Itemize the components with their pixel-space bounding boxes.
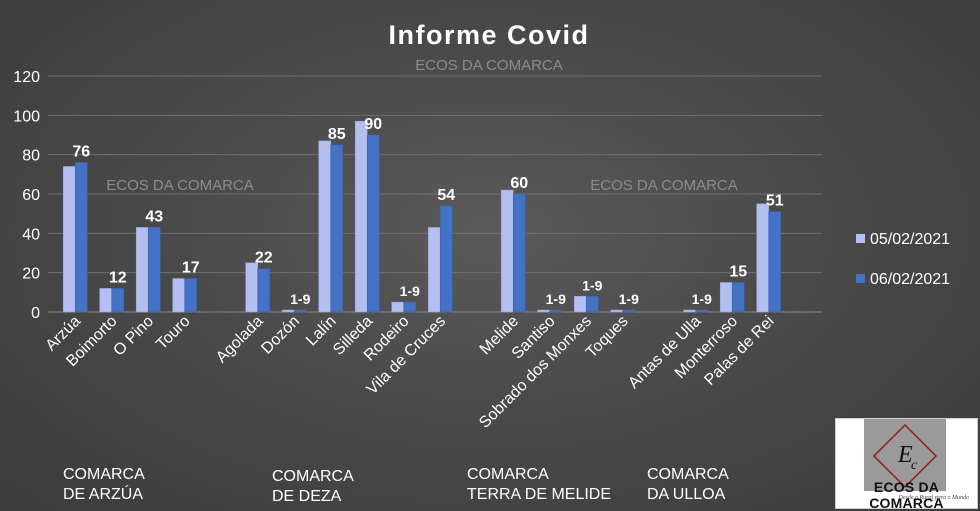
y-tick-label: 0	[31, 305, 40, 322]
data-label: 76	[72, 144, 90, 161]
bar-series1	[756, 203, 770, 313]
group-label-melide: COMARCA TERRA DE MELIDE	[467, 466, 612, 503]
data-label: 1-9	[546, 291, 566, 307]
bar-series2	[74, 162, 88, 313]
group-label-ulloa: COMARCA DA ULLOA	[647, 466, 729, 503]
logo-mark: E c	[864, 419, 946, 491]
data-label: 1-9	[290, 291, 310, 307]
bar-series2	[330, 144, 344, 313]
bars	[62, 120, 782, 313]
bar-series2	[439, 205, 453, 313]
data-label: 17	[182, 260, 200, 277]
watermark-text: ECOS DA COMARCA	[590, 177, 738, 194]
bar-series2	[257, 268, 271, 313]
data-label: 12	[109, 269, 127, 286]
data-label: 60	[510, 175, 528, 192]
logo-ec-monogram-icon: E c	[872, 423, 938, 489]
x-tick-label: O Pino	[110, 313, 157, 360]
bar-series1	[318, 140, 332, 313]
bar-series1	[719, 282, 733, 313]
bar-series1	[172, 278, 186, 313]
data-label: 15	[729, 264, 747, 281]
legend: 05/02/2021 06/02/2021	[856, 231, 950, 288]
watermark-text: ECOS DA COMARCA	[415, 57, 563, 74]
y-tick-label: 100	[13, 108, 40, 125]
x-tick-label: Toques	[583, 313, 632, 362]
data-label: 1-9	[400, 283, 420, 299]
y-tick-label: 40	[22, 226, 40, 243]
bar-series2	[695, 309, 709, 313]
watermark-text: ECOS DA COMARCA	[106, 177, 254, 194]
bar-series2	[731, 282, 745, 313]
bar-series2	[549, 309, 563, 313]
legend-label: 05/02/2021	[870, 231, 950, 248]
bar-series2	[111, 288, 125, 313]
data-label: 1-9	[619, 291, 639, 307]
group-label-arzua: COMARCA DE ARZÚA	[63, 466, 145, 503]
bar-series1	[391, 301, 405, 313]
svg-text:c: c	[911, 458, 918, 473]
data-label: 1-9	[582, 277, 602, 293]
y-tick-label: 80	[22, 148, 40, 165]
bar-series2	[622, 309, 636, 313]
bar-series2	[366, 134, 380, 313]
bar-series1	[500, 189, 514, 313]
bar-series2	[184, 278, 198, 313]
y-tick-label: 120	[13, 69, 40, 86]
bar-series1	[610, 309, 624, 313]
bar-series1	[99, 288, 113, 313]
bar-series2	[293, 309, 307, 313]
x-tick-label: Touro	[153, 313, 193, 353]
data-label: 85	[328, 126, 346, 143]
bar-series1	[281, 309, 295, 313]
ecos-da-comarca-logo: E c ECOS DA COMARCA Desde o Rural para o…	[835, 418, 978, 509]
chart-title: Informe Covid	[388, 20, 589, 50]
data-label: 1-9	[692, 291, 712, 307]
y-tick-label: 20	[22, 266, 40, 283]
legend-swatch	[856, 234, 865, 243]
bar-series2	[147, 227, 161, 313]
bar-series1	[354, 120, 368, 313]
data-label: 90	[364, 116, 382, 133]
data-label: 51	[766, 193, 784, 210]
bar-series1	[62, 166, 76, 313]
data-label: 54	[437, 187, 455, 204]
data-labels: 76 12 43 17 22 1-9 85 90 1-9 54 60 1-9 1-9 1-9 1-9 15 51	[72, 116, 783, 307]
bar-series1	[245, 262, 259, 313]
y-axis: 0 20 40 60 80 100 120	[13, 69, 40, 322]
bar-series2	[403, 301, 417, 313]
bar-series1	[573, 295, 587, 313]
bar-series1	[427, 227, 441, 313]
x-tick-label: Dozón	[258, 313, 303, 358]
watermark-layer: ECOS DA COMARCA ECOS DA COMARCA ECOS DA CO…	[106, 57, 738, 194]
group-label-deza: COMARCA DE DEZA	[272, 468, 354, 505]
bar-series1	[683, 309, 697, 313]
legend-label: 06/02/2021	[870, 271, 950, 288]
logo-name: ECOS DA COMARCA	[869, 479, 944, 509]
bar-series1	[537, 309, 551, 313]
y-tick-label: 60	[22, 187, 40, 204]
bar-series2	[585, 295, 599, 313]
svg-text:E: E	[897, 442, 913, 468]
bar-series1	[135, 227, 149, 313]
bar-series2	[512, 193, 526, 313]
data-label: 43	[145, 208, 163, 225]
data-label: 22	[255, 250, 273, 267]
x-tick-label: Agolada	[213, 313, 267, 367]
logo-tagline: Desde o Rural para o Mundo	[898, 495, 970, 501]
legend-swatch	[856, 274, 865, 283]
bar-series2	[768, 211, 782, 313]
